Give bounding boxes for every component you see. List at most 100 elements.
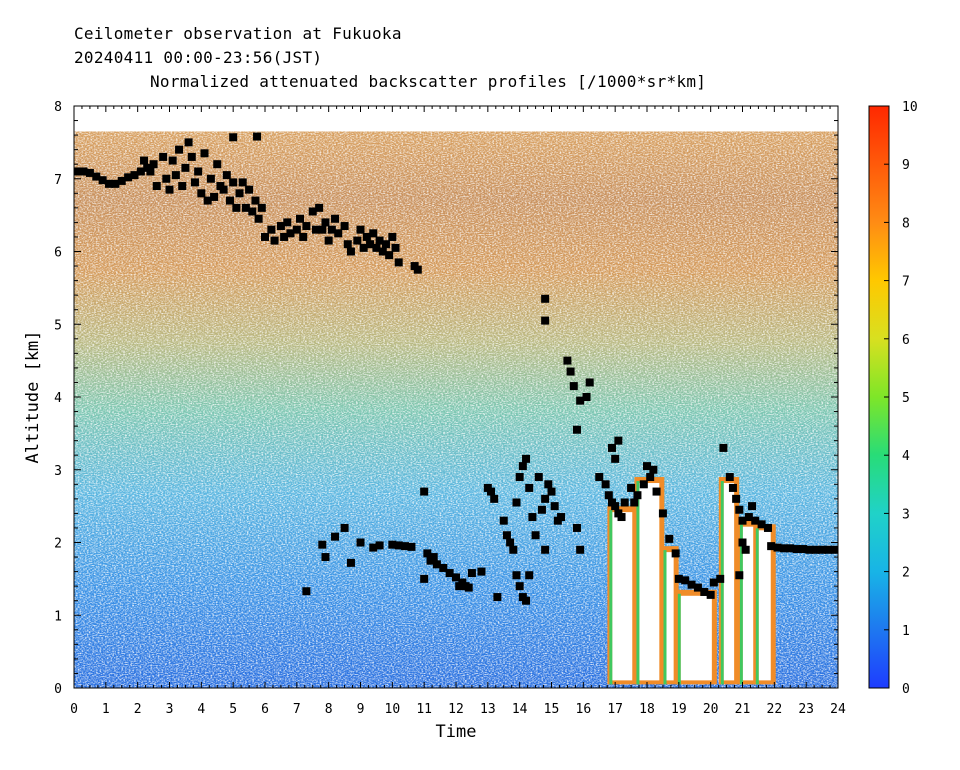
cloud-base-marker (248, 207, 257, 216)
cloud-base-marker (452, 573, 460, 582)
x-tick-label: 22 (767, 702, 783, 717)
cloud-base-marker (557, 513, 566, 522)
cloud-base-marker (728, 483, 737, 492)
x-tick-label: 21 (735, 702, 751, 717)
cloud-base-marker (467, 569, 476, 578)
y-tick-label: 8 (54, 100, 62, 115)
cloud-base-marker (98, 176, 107, 185)
cloud-base-marker (455, 582, 464, 591)
cloud-base-marker (356, 225, 365, 234)
cloud-base-marker (296, 214, 305, 223)
cloud-base-marker (111, 179, 120, 188)
cloud-base-marker (735, 505, 744, 514)
x-tick-label: 16 (576, 702, 592, 717)
cloud-base-marker (445, 569, 454, 578)
cloud-base-marker (725, 473, 734, 482)
cloud-base-marker (359, 243, 368, 252)
cloud-base-marker (79, 167, 88, 176)
cloud-base-marker (149, 160, 158, 169)
cloud-base-marker (693, 583, 702, 592)
cloud-base-marker (420, 574, 429, 583)
cloud-base-marker (292, 225, 301, 234)
cloud-base-marker (525, 483, 534, 492)
cloud-base-marker (253, 132, 262, 141)
cloud-base-marker (607, 443, 616, 452)
cloud-base-marker (366, 240, 375, 249)
y-tick-label: 3 (54, 464, 62, 479)
cloud-base-marker (375, 541, 384, 550)
x-tick-label: 19 (671, 702, 687, 717)
cloud-base-marker (719, 443, 728, 452)
y-tick-label: 0 (54, 682, 62, 697)
cloud-base-marker (420, 487, 429, 496)
x-tick-label: 23 (798, 702, 814, 717)
cloud-base-marker (576, 545, 585, 554)
cloud-base-marker (340, 523, 349, 532)
cloud-base-marker (184, 138, 193, 147)
colorbar-tick-label: 0 (902, 682, 910, 697)
cloud-column-core (758, 530, 771, 681)
colorbar-tick-label: 10 (902, 100, 918, 115)
cloud-base-marker (477, 567, 486, 576)
cloud-base-marker (604, 491, 613, 500)
cloud-base-marker (181, 163, 190, 172)
cloud-base-marker (391, 243, 400, 252)
cloud-base-marker (407, 542, 416, 551)
cloud-base-marker (353, 236, 362, 245)
cloud-base-marker (171, 171, 180, 180)
cloud-base-marker (175, 145, 184, 154)
cloud-base-marker (735, 571, 744, 580)
cloud-base-marker (429, 553, 438, 562)
x-tick-label: 12 (448, 702, 464, 717)
cloud-base-marker (331, 214, 340, 223)
cloud-base-marker (614, 436, 623, 445)
x-tick-label: 0 (70, 702, 78, 717)
cloud-base-marker (165, 185, 174, 194)
cloud-base-marker (388, 540, 397, 549)
cloud-base-marker (643, 462, 651, 471)
cloud-base-marker (254, 214, 263, 223)
cloud-base-marker (235, 189, 244, 198)
cloud-base-markers (74, 132, 838, 605)
cloud-base-marker (541, 494, 550, 503)
cloud-base-marker (369, 543, 378, 552)
cloud-base-marker (146, 167, 155, 176)
cloud-base-marker (92, 172, 101, 181)
cloud-base-marker (324, 236, 333, 245)
cloud-base-marker (738, 538, 747, 547)
cloud-base-marker (630, 498, 639, 507)
cloud-base-marker (512, 571, 521, 580)
cloud-base-marker (572, 523, 581, 532)
y-tick-label: 1 (54, 609, 62, 624)
cloud-base-marker (178, 182, 187, 191)
cloud-base-marker (706, 590, 715, 599)
cloud-base-marker (502, 531, 511, 540)
chart-title-quantity: Normalized attenuated backscatter profil… (150, 72, 707, 91)
x-tick-label: 18 (639, 702, 655, 717)
cloud-base-marker (830, 545, 838, 554)
colorbar-tick-label: 9 (902, 158, 910, 173)
cloud-base-marker (620, 498, 629, 507)
cloud-base-marker (515, 582, 524, 591)
cloud-base-marker (748, 502, 757, 511)
cloud-base-marker (595, 473, 604, 482)
cloud-base-marker (674, 574, 683, 583)
cloud-base-marker (369, 229, 378, 238)
cloud-base-marker (302, 222, 311, 231)
cloud-base-marker (541, 294, 550, 303)
cloud-base-marker (257, 203, 266, 212)
cloud-column-green-edge (636, 481, 640, 685)
cloud-column-core (639, 483, 660, 681)
x-tick-label: 3 (166, 702, 174, 717)
cloud-base-marker (681, 576, 690, 585)
cloud-column-core (612, 512, 633, 681)
x-tick-label: 7 (293, 702, 301, 717)
chart-title-line1: Ceilometer observation at Fukuoka (74, 24, 402, 43)
cloud-base-marker (569, 382, 578, 391)
heatmap-plot-area (74, 106, 838, 688)
cloud-base-marker (276, 222, 285, 231)
cloud-base-marker (547, 487, 556, 496)
cloud-base-marker (741, 545, 750, 554)
cloud-base-marker (229, 133, 238, 142)
cloud-base-marker (525, 571, 534, 580)
